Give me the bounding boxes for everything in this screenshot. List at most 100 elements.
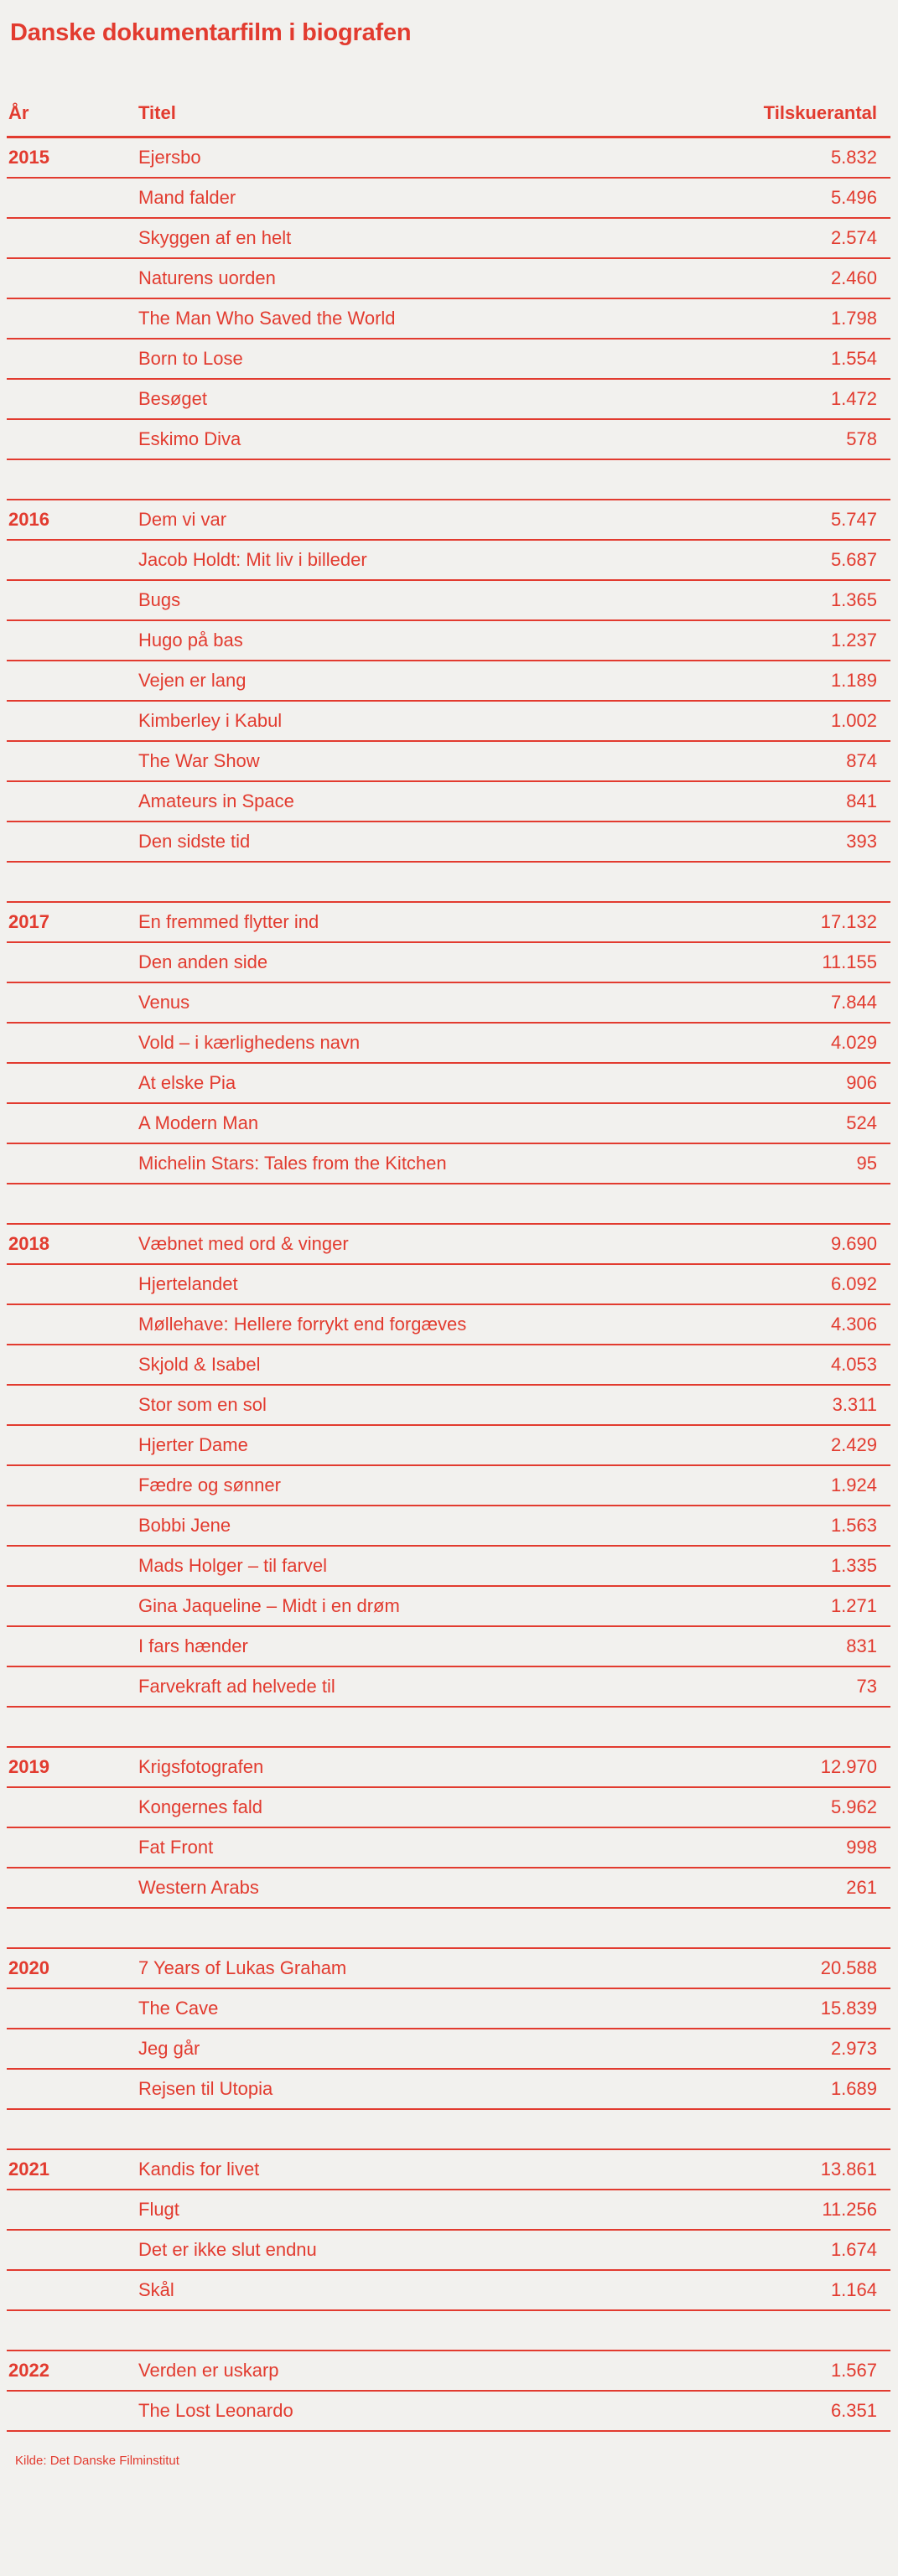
film-count: 998 bbox=[846, 1837, 877, 1858]
film-title: A Modern Man bbox=[138, 1112, 259, 1133]
table-row: Fat Front 998 bbox=[7, 1828, 890, 1869]
film-count: 20.588 bbox=[820, 1957, 877, 1978]
table-row: Kongernes fald 5.962 bbox=[7, 1788, 890, 1828]
film-count: 2.574 bbox=[830, 227, 877, 248]
film-title: Venus bbox=[138, 992, 190, 1013]
film-title: Rejsen til Utopia bbox=[138, 2078, 273, 2099]
table-row: Hjerter Dame 2.429 bbox=[7, 1426, 890, 1466]
film-count: 841 bbox=[846, 790, 877, 811]
table-row: Det er ikke slut endnu 1.674 bbox=[7, 2231, 890, 2271]
year-cell: 2018 bbox=[8, 1233, 49, 1254]
film-count: 95 bbox=[856, 1153, 877, 1174]
film-count: 17.132 bbox=[820, 911, 877, 932]
film-title: The Cave bbox=[138, 1998, 219, 2019]
film-count: 6.092 bbox=[830, 1273, 877, 1294]
film-title: Stor som en sol bbox=[138, 1394, 267, 1415]
film-count: 1.189 bbox=[830, 670, 877, 691]
table-row: Gina Jaqueline – Midt i en drøm 1.271 bbox=[7, 1587, 890, 1627]
table-row: Jacob Holdt: Mit liv i billeder 5.687 bbox=[7, 541, 890, 581]
film-title: Skål bbox=[138, 2279, 174, 2300]
year-group: 2019 Krigsfotografen 12.970 Kongernes fald 5… bbox=[7, 1746, 890, 1909]
film-title: The Man Who Saved the World bbox=[138, 308, 396, 329]
film-count: 1.674 bbox=[830, 2239, 877, 2260]
table-row: Vold – i kærlighedens navn 4.029 bbox=[7, 1024, 890, 1064]
film-count: 1.689 bbox=[830, 2078, 877, 2099]
film-title: Bobbi Jene bbox=[138, 1515, 231, 1536]
table-row: Jeg går 2.973 bbox=[7, 2029, 890, 2070]
film-count: 831 bbox=[846, 1635, 877, 1656]
year-cell: 2015 bbox=[8, 147, 49, 168]
film-count: 5.687 bbox=[830, 549, 877, 570]
film-count: 874 bbox=[846, 750, 877, 771]
table-row: Western Arabs 261 bbox=[7, 1869, 890, 1909]
film-count: 73 bbox=[856, 1676, 877, 1697]
table-row: 2020 7 Years of Lukas Graham 20.588 bbox=[7, 1949, 890, 1989]
film-title: Hjertelandet bbox=[138, 1273, 238, 1294]
film-count: 1.271 bbox=[830, 1595, 877, 1616]
film-count: 5.496 bbox=[830, 187, 877, 208]
film-title: Eskimo Diva bbox=[138, 428, 241, 449]
film-title: Bugs bbox=[138, 589, 181, 610]
table-row: Besøget 1.472 bbox=[7, 380, 890, 420]
table-row: Vejen er lang 1.189 bbox=[7, 661, 890, 702]
film-count: 1.365 bbox=[830, 589, 877, 610]
year-group: 2020 7 Years of Lukas Graham 20.588 The Cav… bbox=[7, 1947, 890, 2110]
year-group: 2017 En fremmed flytter ind 17.132 Den ande… bbox=[7, 901, 890, 1184]
film-title: Det er ikke slut endnu bbox=[138, 2239, 317, 2260]
film-count: 4.306 bbox=[830, 1314, 877, 1335]
table-row: 2022 Verden er uskarp 1.567 bbox=[7, 2351, 890, 2392]
film-title: Vold – i kærlighedens navn bbox=[138, 1032, 361, 1053]
film-count: 3.311 bbox=[832, 1394, 877, 1415]
table-header-row: År Titel Tilskuerantal bbox=[7, 102, 890, 138]
film-title: Skjold & Isabel bbox=[138, 1354, 261, 1375]
table-row: 2015 Ejersbo 5.832 bbox=[7, 138, 890, 179]
table-row: I fars hænder 831 bbox=[7, 1627, 890, 1667]
year-group: 2016 Dem vi var 5.747 Jacob Holdt: Mit liv … bbox=[7, 499, 890, 863]
film-count: 1.335 bbox=[830, 1555, 877, 1576]
film-title: Møllehave: Hellere forrykt end forgæves bbox=[138, 1314, 467, 1335]
source-note: Kilde: Det Danske Filminstitut bbox=[15, 2454, 179, 2468]
film-count: 7.844 bbox=[830, 992, 877, 1013]
film-title: Mads Holger – til farvel bbox=[138, 1555, 327, 1576]
film-count: 1.002 bbox=[830, 710, 877, 731]
year-group: 2018 Væbnet med ord & vinger 9.690 Hjertela… bbox=[7, 1223, 890, 1708]
film-title: Gina Jaqueline – Midt i en drøm bbox=[138, 1595, 400, 1616]
table-row: Hjertelandet 6.092 bbox=[7, 1265, 890, 1305]
table-row: The Lost Leonardo 6.351 bbox=[7, 2392, 890, 2432]
table-row: 2019 Krigsfotografen 12.970 bbox=[7, 1748, 890, 1788]
table-row: 2021 Kandis for livet 13.861 bbox=[7, 2150, 890, 2190]
table-row: The Man Who Saved the World 1.798 bbox=[7, 299, 890, 339]
col-header-title: Titel bbox=[138, 102, 176, 123]
film-count: 1.563 bbox=[830, 1515, 877, 1536]
table-row: Born to Lose 1.554 bbox=[7, 339, 890, 380]
year-cell: 2020 bbox=[8, 1957, 49, 1978]
table-row: Kimberley i Kabul 1.002 bbox=[7, 702, 890, 742]
year-cell: 2017 bbox=[8, 911, 49, 932]
film-count: 2.429 bbox=[830, 1434, 877, 1455]
film-title: Kimberley i Kabul bbox=[138, 710, 283, 731]
table-row: The War Show 874 bbox=[7, 742, 890, 782]
film-count: 6.351 bbox=[830, 2400, 877, 2421]
film-title: Born to Lose bbox=[138, 348, 243, 369]
film-count: 1.798 bbox=[830, 308, 877, 329]
table-row: Mads Holger – til farvel 1.335 bbox=[7, 1547, 890, 1587]
films-table: År Titel Tilskuerantal 2015 Ejersbo 5.832 M… bbox=[7, 102, 890, 2432]
film-count: 12.970 bbox=[820, 1756, 877, 1777]
table-row: Mand falder 5.496 bbox=[7, 179, 890, 219]
table-row: Bobbi Jene 1.563 bbox=[7, 1506, 890, 1547]
page-title: Danske dokumentarfilm i biografen bbox=[10, 19, 412, 46]
film-title: Krigsfotografen bbox=[138, 1756, 264, 1777]
film-count: 1.567 bbox=[830, 2360, 877, 2381]
film-count: 1.237 bbox=[830, 630, 877, 650]
film-title: Verden er uskarp bbox=[138, 2360, 279, 2381]
film-count: 906 bbox=[846, 1072, 877, 1093]
film-title: Fædre og sønner bbox=[138, 1475, 281, 1495]
film-count: 1.472 bbox=[830, 388, 877, 409]
table-row: Michelin Stars: Tales from the Kitchen 95 bbox=[7, 1144, 890, 1184]
film-title: Fat Front bbox=[138, 1837, 214, 1858]
infographic: Danske dokumentarfilm i biografen År Tit… bbox=[7, 19, 890, 2468]
table-row: 2018 Væbnet med ord & vinger 9.690 bbox=[7, 1225, 890, 1265]
film-title: Kandis for livet bbox=[138, 2159, 260, 2179]
film-count: 578 bbox=[846, 428, 877, 449]
film-title: Hugo på bas bbox=[138, 630, 243, 650]
